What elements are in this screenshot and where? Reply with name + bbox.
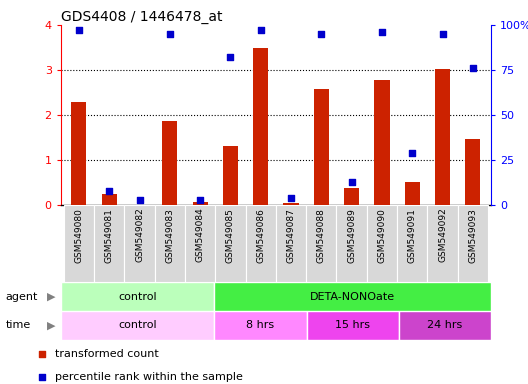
Text: agent: agent xyxy=(5,291,37,302)
Bar xyxy=(61,311,214,340)
Bar xyxy=(94,205,125,282)
Bar xyxy=(427,205,458,282)
Point xyxy=(438,31,447,37)
Text: transformed count: transformed count xyxy=(55,349,158,359)
Point xyxy=(37,374,46,380)
Point xyxy=(196,197,204,203)
Text: GSM549086: GSM549086 xyxy=(256,208,265,263)
Bar xyxy=(397,205,427,282)
Text: time: time xyxy=(5,320,31,331)
Bar xyxy=(367,205,397,282)
Point xyxy=(135,197,144,203)
Text: GSM549093: GSM549093 xyxy=(468,208,477,263)
Text: GSM549089: GSM549089 xyxy=(347,208,356,263)
Point xyxy=(469,65,477,71)
Point xyxy=(347,179,356,185)
Bar xyxy=(214,282,491,311)
Bar xyxy=(162,121,177,205)
Point xyxy=(317,31,326,37)
Bar xyxy=(71,102,87,205)
Text: control: control xyxy=(118,291,157,302)
Bar xyxy=(404,182,420,205)
Bar xyxy=(61,282,214,311)
Bar xyxy=(64,205,94,282)
Text: GSM549087: GSM549087 xyxy=(287,208,296,263)
Text: GSM549085: GSM549085 xyxy=(226,208,235,263)
Text: GSM549091: GSM549091 xyxy=(408,208,417,263)
Bar xyxy=(193,202,208,205)
Bar xyxy=(306,205,336,282)
Bar xyxy=(246,205,276,282)
Point xyxy=(166,31,174,37)
Bar xyxy=(344,188,359,205)
Bar xyxy=(307,311,399,340)
Text: 8 hrs: 8 hrs xyxy=(247,320,275,331)
Text: GSM549084: GSM549084 xyxy=(195,208,205,263)
Bar xyxy=(465,139,480,205)
Point xyxy=(408,150,417,156)
Text: ▶: ▶ xyxy=(47,320,55,331)
Bar xyxy=(155,205,185,282)
Bar xyxy=(223,146,238,205)
Text: GSM549082: GSM549082 xyxy=(135,208,144,263)
Text: GSM549081: GSM549081 xyxy=(105,208,114,263)
Bar xyxy=(399,311,491,340)
Bar xyxy=(185,205,215,282)
Bar xyxy=(336,205,367,282)
Point xyxy=(226,55,234,61)
Text: GSM549092: GSM549092 xyxy=(438,208,447,263)
Text: control: control xyxy=(118,320,157,331)
Bar xyxy=(101,194,117,205)
Bar xyxy=(374,80,390,205)
Text: GSM549090: GSM549090 xyxy=(378,208,386,263)
Bar xyxy=(125,205,155,282)
Bar xyxy=(314,89,329,205)
Text: GSM549080: GSM549080 xyxy=(74,208,83,263)
Point xyxy=(287,195,295,201)
Bar xyxy=(458,205,488,282)
Bar xyxy=(435,69,450,205)
Text: GSM549088: GSM549088 xyxy=(317,208,326,263)
Bar xyxy=(253,48,268,205)
Point xyxy=(378,29,386,35)
Text: 24 hrs: 24 hrs xyxy=(427,320,463,331)
Point xyxy=(105,188,114,194)
Bar xyxy=(284,203,299,205)
Point xyxy=(37,351,46,357)
Bar xyxy=(214,311,307,340)
Text: DETA-NONOate: DETA-NONOate xyxy=(310,291,395,302)
Bar xyxy=(215,205,246,282)
Point xyxy=(257,27,265,33)
Point xyxy=(74,27,83,33)
Text: GDS4408 / 1446478_at: GDS4408 / 1446478_at xyxy=(61,10,222,24)
Text: ▶: ▶ xyxy=(47,291,55,302)
Text: 15 hrs: 15 hrs xyxy=(335,320,370,331)
Bar xyxy=(276,205,306,282)
Text: percentile rank within the sample: percentile rank within the sample xyxy=(55,372,242,382)
Text: GSM549083: GSM549083 xyxy=(165,208,174,263)
